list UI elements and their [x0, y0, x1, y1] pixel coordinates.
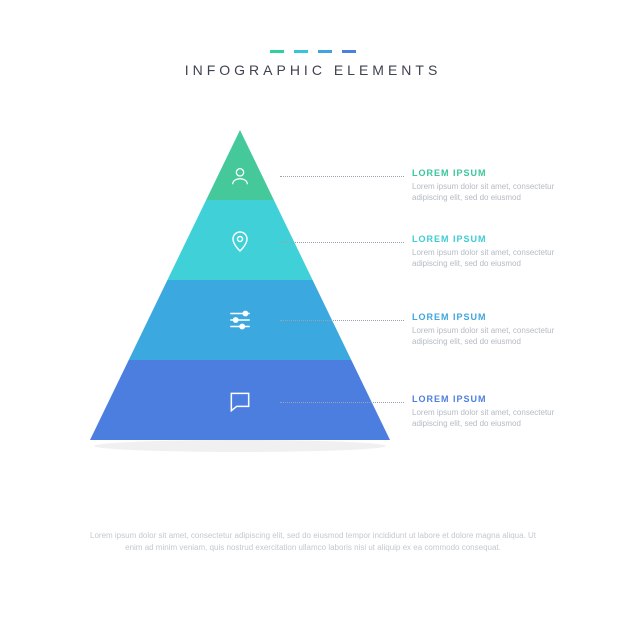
- callout-1: LOREM IPSUM Lorem ipsum dolor sit amet, …: [412, 168, 576, 204]
- pin-icon: [228, 230, 252, 254]
- callout-1-heading: LOREM IPSUM: [412, 168, 576, 178]
- callout-2: LOREM IPSUM Lorem ipsum dolor sit amet, …: [412, 234, 576, 270]
- chat-icon: [227, 389, 253, 415]
- connector-3: [280, 320, 404, 321]
- sliders-icon: [227, 307, 253, 333]
- callout-4-body: Lorem ipsum dolor sit amet, consectetur …: [412, 408, 576, 430]
- accent-dash-1: [270, 50, 284, 53]
- footer-text: Lorem ipsum dolor sit amet, consectetur …: [0, 530, 626, 554]
- callout-2-heading: LOREM IPSUM: [412, 234, 576, 244]
- callout-4: LOREM IPSUM Lorem ipsum dolor sit amet, …: [412, 394, 576, 430]
- accent-dash-4: [342, 50, 356, 53]
- page-title: INFOGRAPHIC ELEMENTS: [0, 62, 626, 78]
- connector-4: [280, 402, 404, 403]
- callout-2-body: Lorem ipsum dolor sit amet, consectetur …: [412, 248, 576, 270]
- accent-dash-2: [294, 50, 308, 53]
- callout-4-heading: LOREM IPSUM: [412, 394, 576, 404]
- infographic-canvas: INFOGRAPHIC ELEMENTS LOREM IPSUM Lorem i…: [0, 0, 626, 626]
- callout-3-heading: LOREM IPSUM: [412, 312, 576, 322]
- user-icon: [229, 165, 251, 187]
- accent-dashes: [0, 50, 626, 53]
- callout-1-body: Lorem ipsum dolor sit amet, consectetur …: [412, 182, 576, 204]
- accent-dash-3: [318, 50, 332, 53]
- connector-2: [280, 242, 404, 243]
- callout-3-body: Lorem ipsum dolor sit amet, consectetur …: [412, 326, 576, 348]
- callout-3: LOREM IPSUM Lorem ipsum dolor sit amet, …: [412, 312, 576, 348]
- connector-1: [280, 176, 404, 177]
